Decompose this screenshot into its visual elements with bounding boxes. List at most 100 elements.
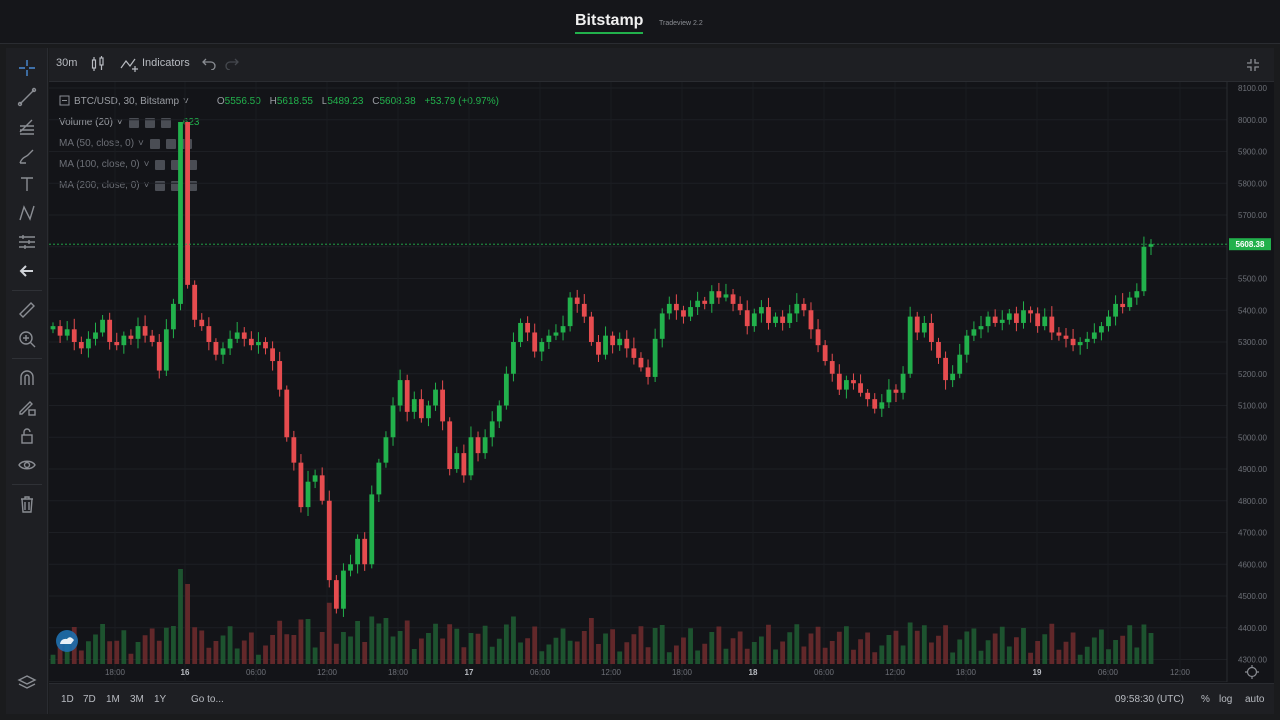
range-7d[interactable]: 7D bbox=[83, 694, 96, 705]
candle-body bbox=[341, 570, 346, 609]
goto-button[interactable]: Go to... bbox=[191, 694, 224, 705]
close-icon[interactable] bbox=[187, 180, 198, 191]
volume-bar bbox=[220, 635, 226, 664]
measure-lines-icon[interactable] bbox=[15, 230, 39, 254]
volume-bar bbox=[178, 569, 183, 664]
chart-panel[interactable]: 30m Indicators BTC/USD, 30, Bitstamp ˅ O… bbox=[49, 48, 1274, 714]
range-1d[interactable]: 1D bbox=[61, 694, 74, 705]
chevron-down-icon[interactable]: ˅ bbox=[143, 180, 150, 191]
fullscreen-icon[interactable] bbox=[1245, 57, 1261, 76]
symbol-icon[interactable] bbox=[59, 95, 70, 109]
lock-draw-icon[interactable] bbox=[15, 395, 39, 419]
candle-body bbox=[532, 332, 538, 352]
candle-body bbox=[957, 354, 963, 374]
close-icon[interactable] bbox=[160, 117, 171, 128]
candle-body bbox=[199, 319, 205, 327]
visibility-icon[interactable] bbox=[155, 159, 166, 170]
redo-icon[interactable] bbox=[225, 56, 239, 73]
text-icon[interactable] bbox=[15, 172, 39, 196]
trash-icon[interactable] bbox=[15, 492, 39, 516]
visibility-icon[interactable] bbox=[155, 180, 166, 191]
settings-icon[interactable] bbox=[171, 159, 182, 170]
candle-body bbox=[312, 475, 318, 482]
crosshair-icon[interactable] bbox=[15, 56, 39, 80]
ruler-icon[interactable] bbox=[15, 298, 39, 322]
eye-icon[interactable] bbox=[15, 453, 39, 477]
volume-bar bbox=[468, 633, 474, 664]
volume-bar bbox=[206, 647, 212, 664]
candle-body bbox=[766, 307, 771, 323]
brand-logo[interactable]: Bitstamp bbox=[575, 12, 644, 34]
settings-icon[interactable] bbox=[171, 180, 182, 191]
volume-bar bbox=[787, 632, 793, 664]
volume-bar bbox=[617, 651, 623, 664]
volume-bar bbox=[822, 647, 828, 664]
cloud-logo-icon bbox=[56, 630, 78, 652]
indicators-button[interactable]: Indicators bbox=[142, 57, 190, 69]
chevron-down-icon[interactable]: ˅ bbox=[143, 159, 150, 170]
volume-bar bbox=[305, 619, 311, 664]
interval-selector[interactable]: 30m bbox=[56, 57, 78, 69]
candle-body bbox=[114, 342, 120, 346]
chevron-down-icon[interactable]: ˅ bbox=[183, 96, 189, 107]
x-tick-label: 18 bbox=[749, 668, 758, 677]
price-chart[interactable]: 8100.008000.005900.005800.005700.005600.… bbox=[49, 82, 1274, 682]
y-tick-label: 4300.00 bbox=[1238, 656, 1267, 665]
candle-body bbox=[433, 389, 438, 406]
candle-type-icon[interactable] bbox=[91, 56, 105, 75]
volume-bar bbox=[681, 637, 686, 664]
volume-bar bbox=[1014, 637, 1019, 664]
volume-bar bbox=[149, 628, 155, 664]
trend-line-icon[interactable] bbox=[15, 85, 39, 109]
settings-icon[interactable] bbox=[165, 138, 176, 149]
candle-body bbox=[794, 303, 800, 314]
undo-icon[interactable] bbox=[202, 56, 216, 73]
percent-toggle[interactable]: % bbox=[1201, 694, 1210, 705]
range-1m[interactable]: 1M bbox=[106, 694, 120, 705]
fib-icon[interactable] bbox=[15, 115, 39, 139]
candle-body bbox=[787, 313, 793, 323]
candle-body bbox=[107, 319, 113, 342]
candle-body bbox=[758, 307, 764, 314]
back-arrow-icon[interactable] bbox=[15, 259, 39, 283]
visibility-icon[interactable] bbox=[149, 138, 160, 149]
x-tick-label: 17 bbox=[465, 668, 474, 677]
symbol-label[interactable]: BTC/USD, 30, Bitstamp bbox=[74, 96, 180, 107]
pattern-icon[interactable] bbox=[15, 201, 39, 225]
layers-icon[interactable] bbox=[15, 671, 39, 695]
magnet-icon[interactable] bbox=[15, 366, 39, 390]
volume-bar bbox=[404, 620, 410, 664]
volume-bar bbox=[1106, 649, 1111, 664]
range-3m[interactable]: 3M bbox=[130, 694, 144, 705]
volume-bar bbox=[114, 640, 120, 664]
range-1y[interactable]: 1Y bbox=[154, 694, 167, 705]
volume-bar bbox=[475, 633, 481, 664]
candle-body bbox=[709, 291, 715, 304]
candle-body bbox=[907, 316, 913, 374]
ma-study-label[interactable]: MA (50, close, 0) bbox=[59, 138, 135, 149]
candle-body bbox=[929, 322, 934, 342]
settings-icon[interactable] bbox=[144, 117, 155, 128]
zoom-in-icon[interactable] bbox=[15, 327, 39, 351]
close-icon[interactable] bbox=[187, 159, 198, 170]
volume-bar bbox=[426, 633, 431, 664]
candle-body bbox=[64, 329, 70, 336]
ma-study-label[interactable]: MA (100, close, 0) bbox=[59, 159, 140, 170]
log-toggle[interactable]: log bbox=[1219, 694, 1233, 705]
chevron-down-icon[interactable]: ˅ bbox=[138, 138, 144, 149]
candle-body bbox=[86, 338, 91, 349]
candle-body bbox=[475, 437, 481, 454]
indicators-icon[interactable] bbox=[120, 56, 140, 75]
volume-bar bbox=[199, 630, 205, 664]
auto-toggle[interactable]: auto bbox=[1245, 694, 1265, 705]
brush-icon[interactable] bbox=[15, 144, 39, 168]
candle-body bbox=[702, 300, 708, 304]
chevron-down-icon[interactable]: ˅ bbox=[116, 117, 123, 128]
volume-study-label[interactable]: Volume (20) bbox=[59, 117, 113, 128]
volume-bar bbox=[121, 630, 127, 664]
volume-bar bbox=[489, 646, 495, 664]
ma-study-label[interactable]: MA (200, close, 0) bbox=[59, 180, 140, 191]
volume-bar bbox=[1063, 641, 1069, 664]
visibility-icon[interactable] bbox=[128, 117, 139, 128]
unlock-icon[interactable] bbox=[15, 424, 39, 448]
